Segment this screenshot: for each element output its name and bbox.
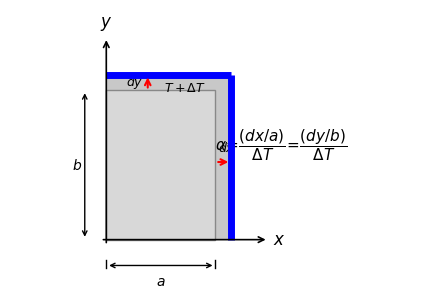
- Text: $T + \Delta T$: $T + \Delta T$: [164, 82, 206, 95]
- Text: $\alpha\!=\!\dfrac{(dx/a)}{\Delta T}\!=\!\dfrac{(dy/b)}{\Delta T}$: $\alpha\!=\!\dfrac{(dx/a)}{\Delta T}\!=\…: [215, 127, 347, 163]
- Text: $y$: $y$: [100, 15, 113, 33]
- Text: $x$: $x$: [273, 231, 285, 249]
- Text: $a$: $a$: [156, 275, 166, 289]
- Bar: [106, 90, 215, 240]
- Bar: [106, 75, 231, 240]
- Text: $dy$: $dy$: [126, 74, 143, 91]
- Text: $dx$: $dx$: [218, 141, 236, 155]
- Text: $b$: $b$: [72, 158, 82, 173]
